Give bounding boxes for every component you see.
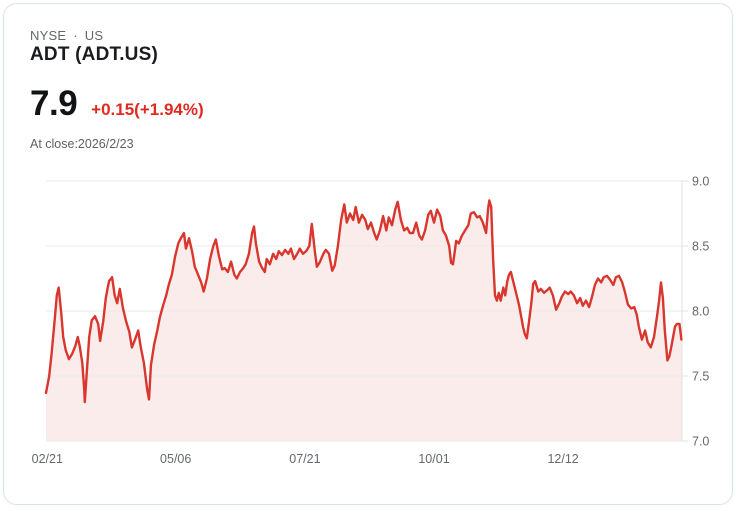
x-axis-label: 05/06 <box>160 452 191 466</box>
price-row: 7.9 +0.15(+1.94%) <box>30 84 204 124</box>
symbol-title: ADT (ADT.US) <box>30 44 158 65</box>
price-area <box>46 200 682 441</box>
exchange-label: NYSE <box>30 28 67 43</box>
price-change: +0.15(+1.94%) <box>91 100 204 119</box>
x-axis-label: 12/12 <box>547 452 578 466</box>
y-axis-label: 8.0 <box>692 304 709 318</box>
x-axis-label: 07/21 <box>289 452 320 466</box>
y-axis-label: 8.5 <box>692 239 709 253</box>
price-line <box>44 199 683 404</box>
y-axis-label: 7.0 <box>692 434 709 448</box>
last-price: 7.9 <box>30 84 78 123</box>
y-axis-label: 9.0 <box>692 174 709 188</box>
x-axis-label: 10/01 <box>418 452 449 466</box>
separator-dot: · <box>73 28 78 43</box>
region-label: US <box>84 28 104 43</box>
price-chart[interactable]: 9.0 8.5 8.0 7.5 7.0 02/21 05/06 07/21 10/01 12/12 <box>4 4 736 512</box>
y-axis-label: 7.5 <box>692 369 709 383</box>
x-axis-label: 02/21 <box>32 452 63 466</box>
exchange-row: NYSE · US <box>30 28 103 43</box>
at-close-label: At close:2026/2/23 <box>30 137 134 151</box>
stock-quote-card: NYSE · US ADT (ADT.US) 7.9 +0.15(+1.94%)… <box>3 3 733 505</box>
